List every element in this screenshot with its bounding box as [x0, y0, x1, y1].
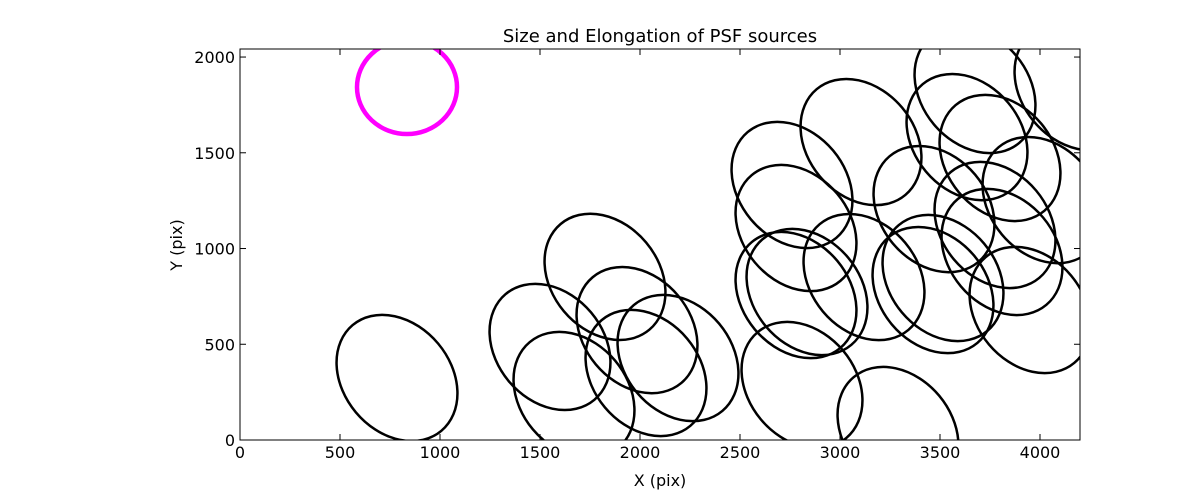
- x-tick-label: 500: [325, 443, 356, 462]
- y-tick-label: 1000: [194, 240, 235, 259]
- y-tick-label: 0: [225, 431, 235, 450]
- psf-ellipse: [512, 330, 636, 440]
- psf-ellipse: [616, 293, 740, 423]
- ellipse-layer: [335, 49, 1080, 440]
- highlight-circle: [354, 49, 460, 137]
- psf-ellipse: [905, 72, 1029, 202]
- x-tick-label: 3000: [820, 443, 861, 462]
- x-tick-label: 2000: [620, 443, 661, 462]
- psf-ellipse: [933, 160, 1057, 290]
- psf-ellipse: [871, 225, 995, 355]
- y-tick-label: 500: [204, 335, 235, 354]
- psf-ellipse: [543, 212, 667, 342]
- psf-ellipse: [584, 308, 708, 438]
- x-tick-label: 3500: [920, 443, 961, 462]
- psf-ellipse: [730, 120, 854, 250]
- psf-ellipse: [740, 320, 864, 440]
- psf-ellipse: [940, 187, 1064, 317]
- psf-ellipse: [802, 212, 926, 342]
- psf-ellipse: [913, 49, 1037, 155]
- x-tick-label: 4000: [1020, 443, 1061, 462]
- chart-title: Size and Elongation of PSF sources: [503, 26, 817, 47]
- x-tick-label: 0: [235, 443, 245, 462]
- psf-ellipse: [968, 245, 1080, 375]
- psf-ellipse: [836, 365, 960, 440]
- y-axis-label: Y (pix): [167, 219, 186, 271]
- x-tick-label: 1000: [420, 443, 461, 462]
- y-tick-label: 2000: [194, 48, 235, 67]
- psf-ellipse: [799, 77, 923, 207]
- ticks: 0 500 1000 1500 2000 2500 3000 3500 4000 0 500 1000…: [194, 48, 1080, 462]
- y-tick-label: 1500: [194, 144, 235, 163]
- psf-ellipse: [881, 213, 1005, 343]
- plot-frame: [239, 48, 1081, 441]
- psf-ellipse: [488, 282, 612, 412]
- x-axis-label: X (pix): [634, 471, 687, 490]
- x-tick-label: 2500: [720, 443, 761, 462]
- psf-ellipse: [981, 135, 1080, 265]
- x-tick-label: 1500: [520, 443, 561, 462]
- psf-ellipse: [335, 313, 459, 440]
- psf-ellipse: [938, 93, 1062, 223]
- psf-ellipse: [1013, 49, 1080, 152]
